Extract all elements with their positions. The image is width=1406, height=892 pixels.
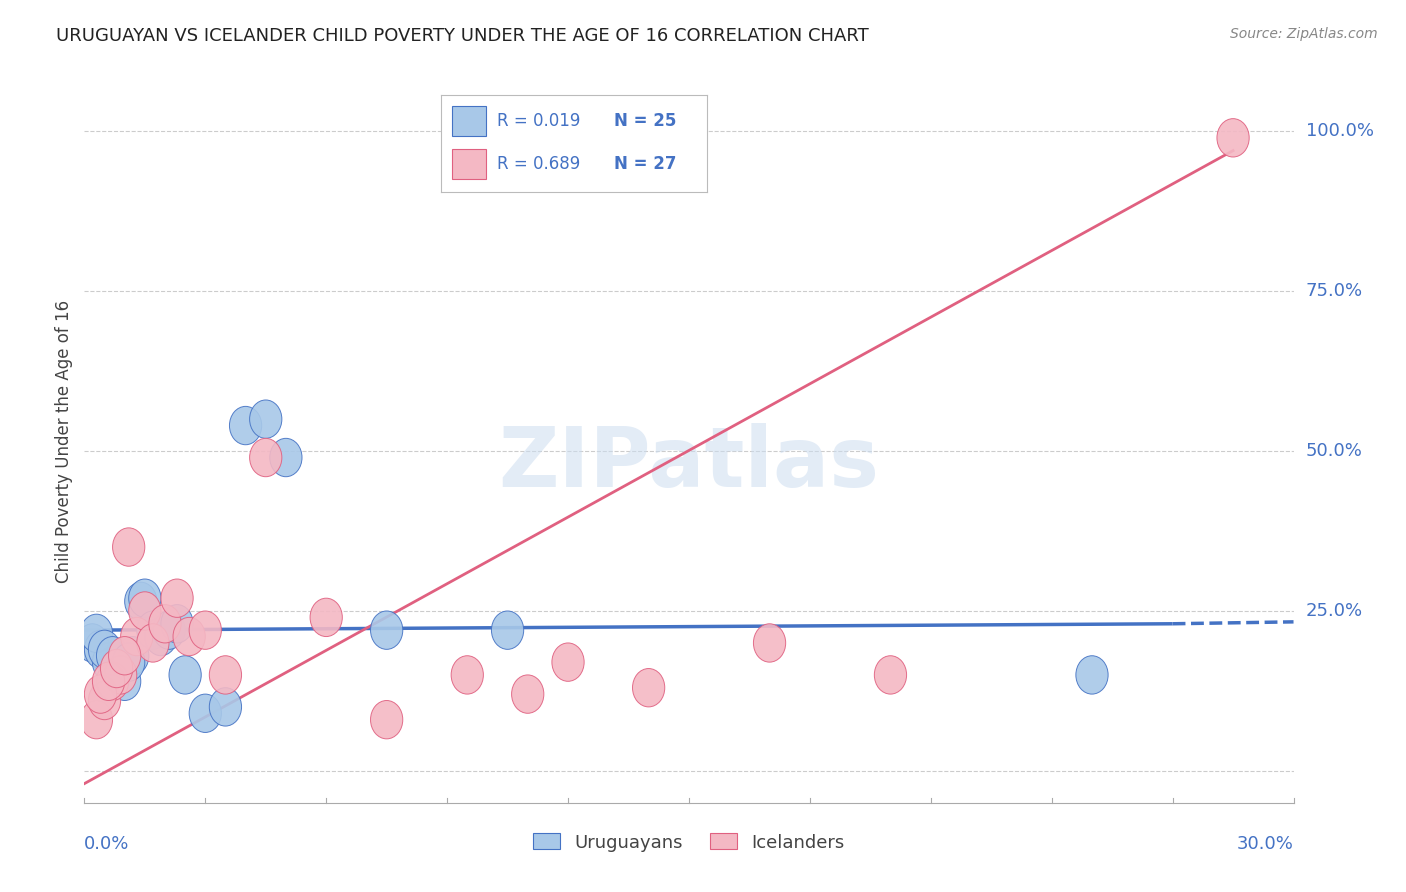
- Legend: Uruguayans, Icelanders: Uruguayans, Icelanders: [526, 826, 852, 859]
- Text: Source: ZipAtlas.com: Source: ZipAtlas.com: [1230, 27, 1378, 41]
- Text: 75.0%: 75.0%: [1306, 282, 1362, 301]
- Text: URUGUAYAN VS ICELANDER CHILD POVERTY UNDER THE AGE OF 16 CORRELATION CHART: URUGUAYAN VS ICELANDER CHILD POVERTY UND…: [56, 27, 869, 45]
- Text: 30.0%: 30.0%: [1237, 835, 1294, 853]
- Text: 100.0%: 100.0%: [1306, 122, 1374, 140]
- Text: 25.0%: 25.0%: [1306, 602, 1362, 620]
- Y-axis label: Child Poverty Under the Age of 16: Child Poverty Under the Age of 16: [55, 300, 73, 583]
- Text: 0.0%: 0.0%: [84, 835, 129, 853]
- Text: 50.0%: 50.0%: [1306, 442, 1362, 460]
- Text: ZIPatlas: ZIPatlas: [499, 423, 879, 504]
